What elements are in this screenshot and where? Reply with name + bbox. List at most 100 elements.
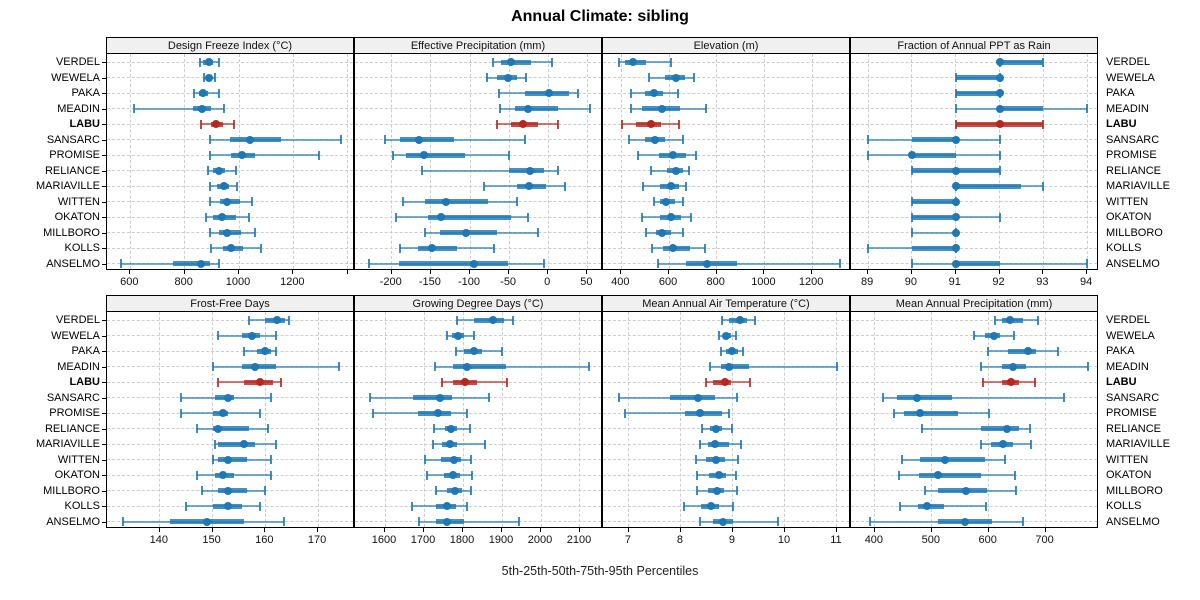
axis-tick-label: 90 (904, 276, 918, 288)
percentile-25-75-bar (217, 441, 255, 447)
median-dot (223, 197, 232, 206)
whisker-cap (695, 470, 698, 480)
median-dot (443, 517, 452, 526)
axis-tick (346, 270, 348, 274)
median-dot (951, 228, 960, 237)
percentile-25-75-bar (911, 152, 956, 158)
whisker-cap (280, 377, 283, 387)
whisker-cap (424, 228, 427, 237)
axis-tick-label: 50 (580, 276, 593, 288)
station-label-okaton: OKATON (54, 469, 100, 481)
median-dot (951, 197, 960, 206)
whisker-cap (736, 393, 739, 402)
gridline-y (355, 92, 601, 94)
axis-tick-label: 7 (624, 534, 632, 546)
whisker-cap (235, 166, 238, 175)
median-dot (961, 486, 970, 495)
whisker-cap (618, 393, 621, 402)
gridline-y (603, 170, 849, 171)
gridline-x (716, 54, 718, 269)
station-label-labu: LABU (69, 376, 100, 388)
whisker-cap (274, 439, 277, 449)
median-dot (719, 517, 728, 526)
whisker-cap (670, 57, 673, 67)
median-dot (227, 244, 236, 252)
median-dot (462, 228, 471, 237)
whisker-cap (1037, 315, 1040, 325)
station-label-promise: PROMISE (49, 407, 100, 419)
station-axis-tick (102, 366, 106, 368)
axis-tick-label: 1700 (410, 534, 436, 546)
station-axis-tick (102, 93, 106, 94)
median-dot (248, 331, 257, 340)
median-dot (450, 455, 459, 464)
panel-plot-fraction-of-annual-ppt-as-rain (850, 54, 1098, 270)
axis-tick-label: 10 (777, 534, 791, 546)
median-dot (951, 244, 960, 252)
whisker-cap (681, 197, 684, 206)
gridline-y (107, 350, 353, 352)
median-dot (222, 228, 231, 237)
gridline-x (628, 312, 630, 527)
station-label-verdel: VERDEL (1106, 56, 1151, 68)
whisker-cap (954, 104, 957, 113)
station-axis-tick (102, 263, 106, 265)
whisker-cap (269, 455, 272, 464)
percentile-25-75-bar (999, 106, 1044, 111)
station-axis-tick (102, 108, 106, 110)
whisker-cap (133, 104, 136, 113)
whisker-cap (701, 424, 704, 433)
whisker-cap (1003, 455, 1006, 464)
percentile-5-95-line (434, 365, 590, 368)
gridline-x (620, 54, 622, 269)
whisker-cap (629, 104, 632, 113)
gridline-y (355, 335, 601, 336)
axis-tick-label: 1000 (225, 276, 251, 288)
station-axis-tick (102, 335, 106, 337)
percentile-5-95-line (210, 154, 319, 156)
axis-tick (469, 270, 470, 274)
whisker-cap (898, 470, 901, 480)
gridline-y (603, 61, 849, 63)
station-label-witten: WITTEN (57, 195, 100, 208)
axis-tick (501, 528, 502, 532)
panel-header-elevation-m: Elevation (m) (602, 37, 850, 54)
axis-tick (679, 528, 681, 532)
gridline-x (184, 54, 186, 269)
median-dot (469, 259, 478, 268)
gridline-y (603, 232, 849, 233)
percentile-25-75-bar (229, 137, 281, 142)
percentile-25-75-bar (473, 317, 504, 323)
whisker-cap (727, 408, 730, 418)
axis-tick-label: 600 (658, 276, 678, 288)
axis-tick-label: 93 (1036, 276, 1049, 288)
percentile-5-95-line (709, 365, 837, 368)
percentile-5-95-line (921, 427, 1030, 430)
gridline-x (501, 312, 503, 527)
whisker-cap (1057, 346, 1060, 356)
whisker-cap (650, 166, 653, 175)
median-dot (713, 486, 722, 495)
percentile-25-75-bar (501, 59, 531, 65)
station-label-labu: LABU (1106, 118, 1137, 130)
gridline-y (355, 123, 601, 125)
percentile-25-75-bar (911, 199, 956, 204)
axis-tick (783, 528, 785, 532)
whisker-cap (233, 119, 236, 129)
median-dot (714, 471, 723, 479)
whisker-cap (627, 135, 630, 144)
axis-tick (238, 270, 239, 274)
percentile-25-75-bar (999, 59, 1044, 65)
station-label-wewela: WEWELA (51, 329, 100, 342)
whisker-cap (217, 57, 220, 67)
gridline-y (107, 92, 353, 94)
gridline-y (851, 201, 1097, 202)
whisker-cap (259, 408, 262, 418)
whisker-cap (695, 150, 697, 160)
whisker-cap (185, 501, 188, 511)
median-dot (951, 135, 960, 144)
gridline-x (547, 54, 549, 269)
station-label-sansarc: SANSARC (1106, 391, 1160, 404)
station-label-verdel: VERDEL (55, 314, 100, 326)
median-dot (720, 378, 729, 386)
